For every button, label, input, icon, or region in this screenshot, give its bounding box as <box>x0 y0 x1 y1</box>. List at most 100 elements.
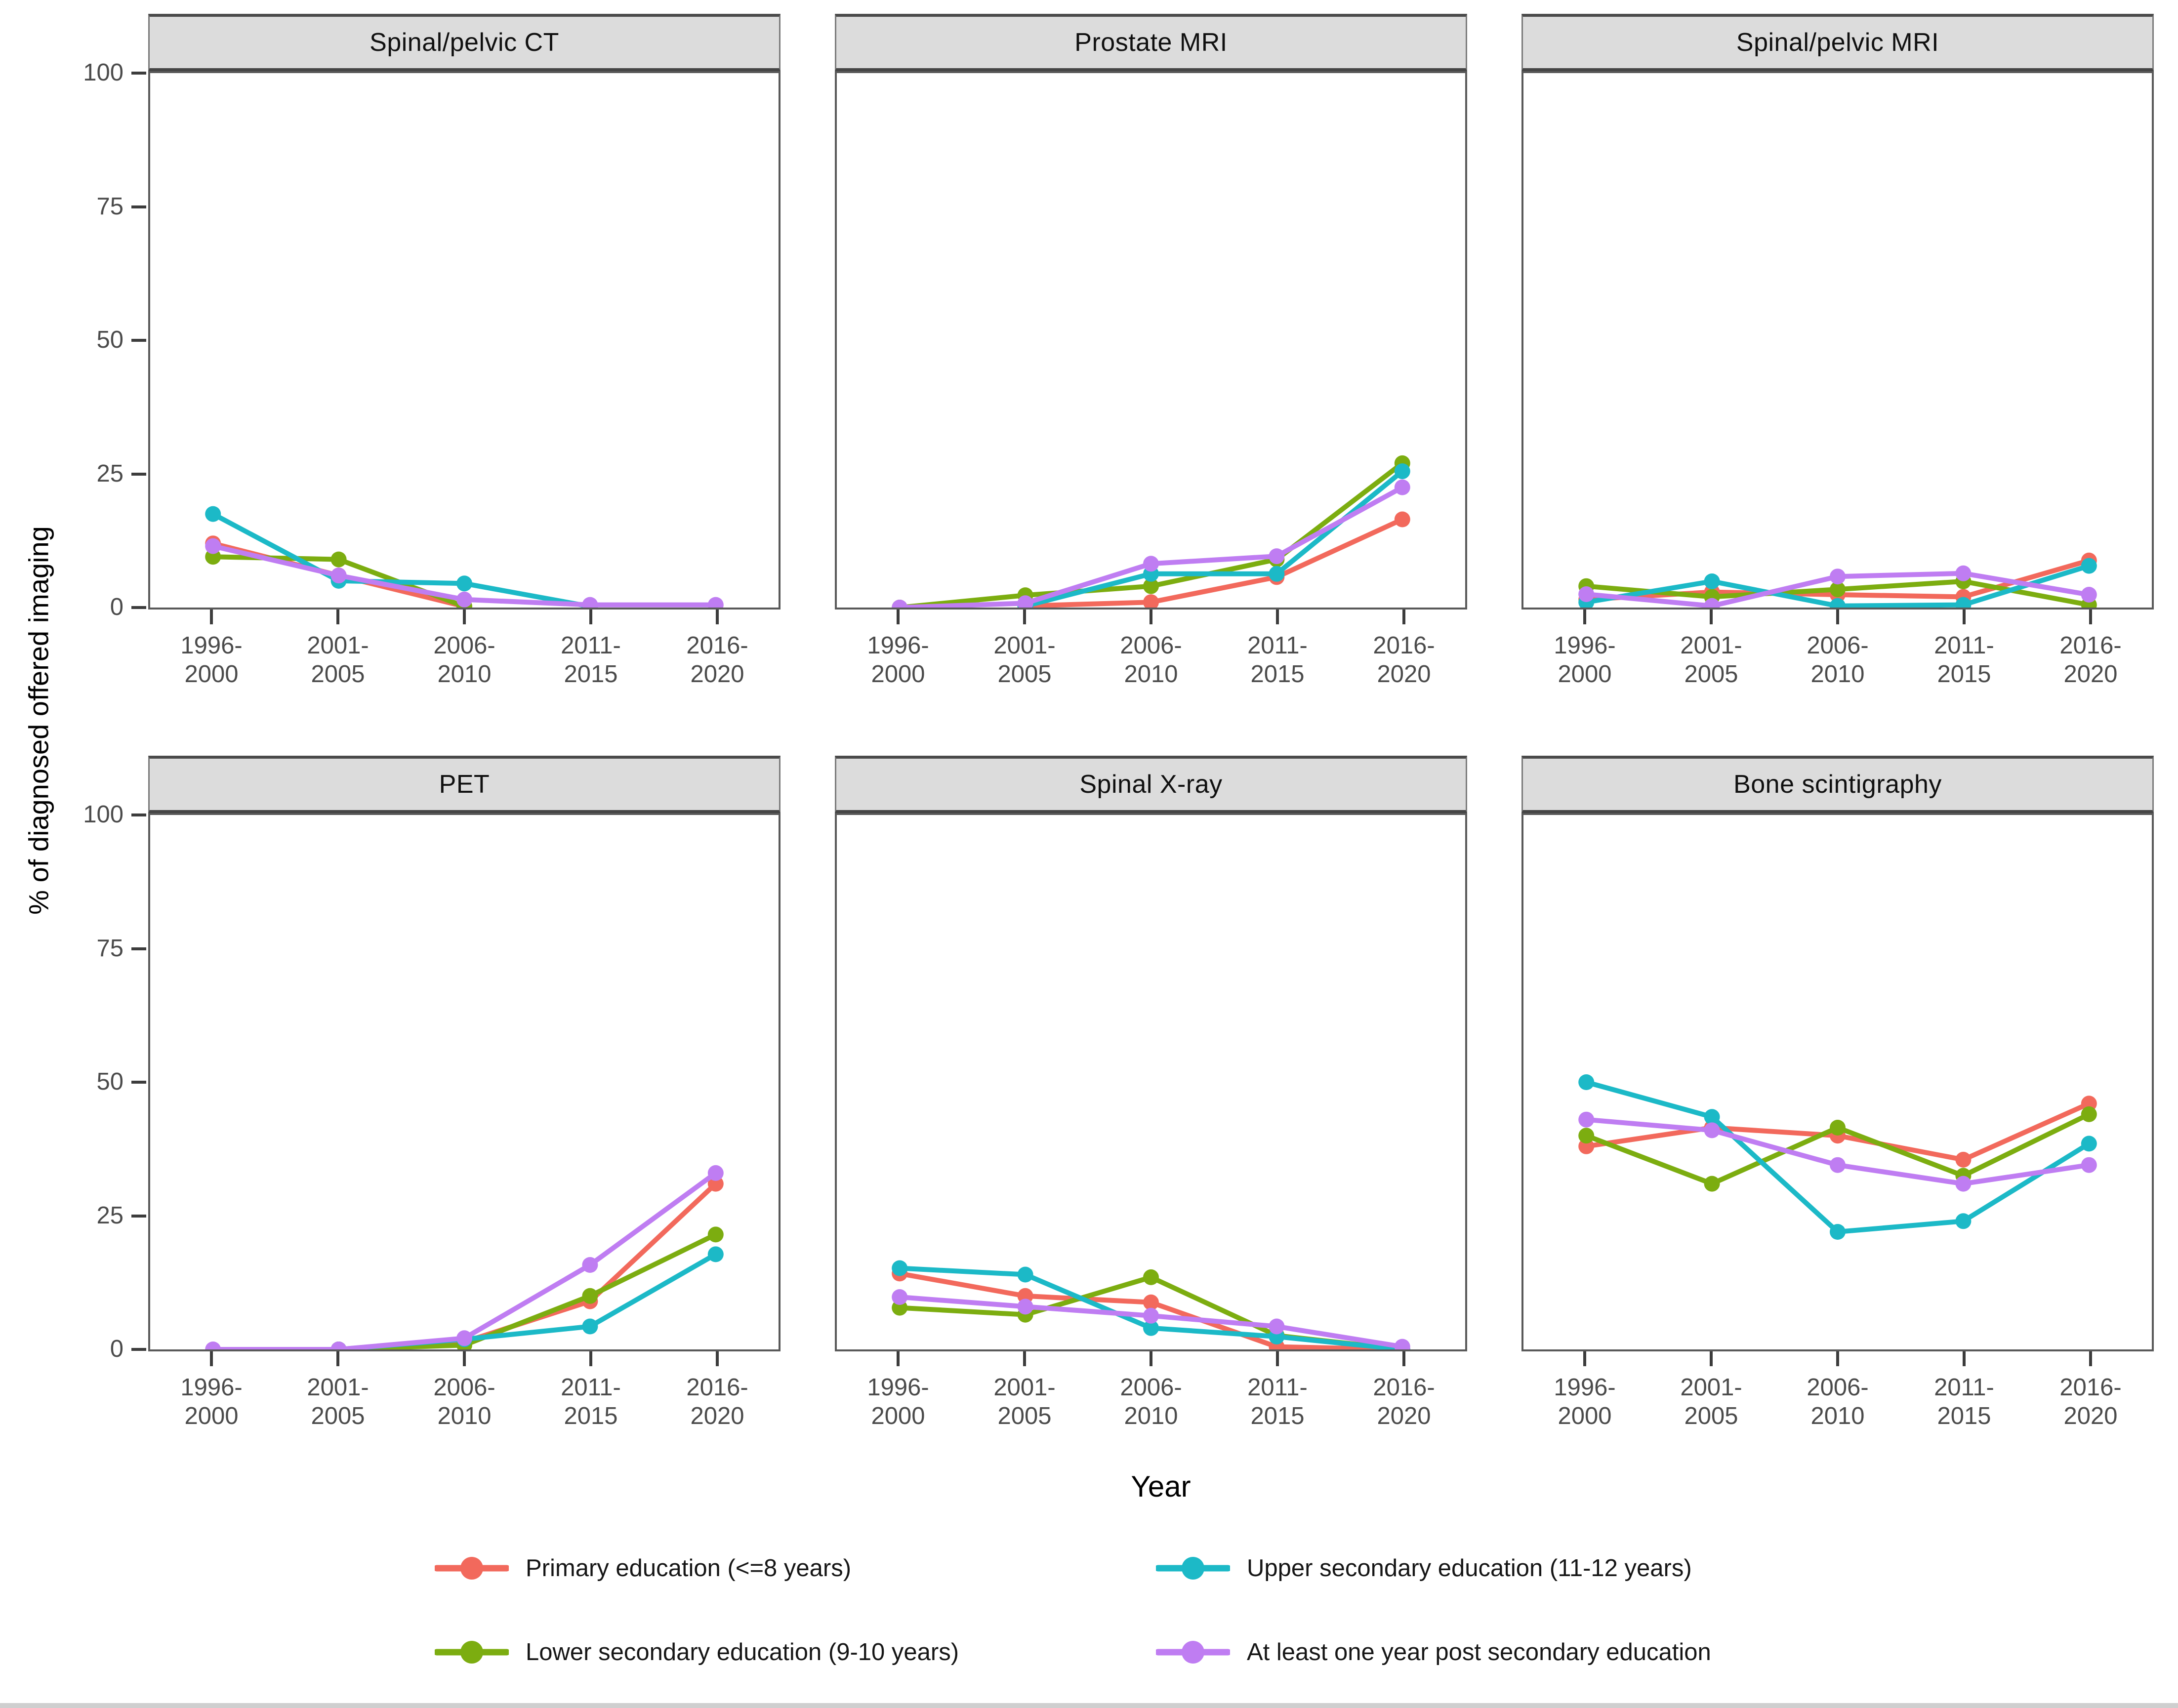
x-tick-mark <box>716 1351 719 1366</box>
y-tick-mark <box>131 813 146 816</box>
facet-panel: Spinal/pelvic CT 1996- 2000 2001- 2005 2006- 2… <box>83 14 781 688</box>
data-point <box>1269 548 1285 565</box>
data-point <box>1955 565 1972 581</box>
x-tick-label: 2006- 2010 <box>1120 632 1182 688</box>
data-point <box>582 1318 598 1335</box>
plot-area <box>1521 813 2154 1351</box>
data-point <box>1394 511 1410 528</box>
data-point <box>1704 598 1720 608</box>
facet-strip-title: Spinal/pelvic CT <box>370 28 559 57</box>
data-point <box>707 1226 724 1243</box>
y-tick-label: 75 <box>96 193 123 220</box>
data-point <box>1830 1120 1846 1136</box>
facet-strip-title: Prostate MRI <box>1074 28 1228 57</box>
legend-label: At least one year post secondary educati… <box>1247 1639 1711 1666</box>
data-point <box>2081 1136 2097 1152</box>
data-point <box>1394 463 1410 480</box>
data-point <box>1578 586 1595 602</box>
x-tick-label: 2016- 2020 <box>2059 1374 2122 1429</box>
legend-label: Primary education (<=8 years) <box>526 1555 852 1582</box>
data-point <box>205 538 221 554</box>
plot-area <box>148 813 781 1351</box>
y-tick-mark <box>131 947 146 950</box>
line-chart-svg <box>205 1165 724 1349</box>
y-tick-label: 25 <box>96 1202 123 1229</box>
data-point <box>1143 1294 1159 1310</box>
x-tick-mark <box>1836 1351 1839 1366</box>
x-tick-label: 2011- 2015 <box>1934 1374 1994 1429</box>
data-point <box>1955 597 1972 608</box>
data-point <box>707 1246 724 1262</box>
plot-area <box>1521 71 2154 610</box>
data-point <box>1578 1074 1595 1090</box>
legend-item: Lower secondary education (9-10 years) <box>435 1635 959 1669</box>
data-point <box>1017 595 1033 608</box>
data-point <box>1394 479 1410 495</box>
data-point <box>1017 1266 1033 1283</box>
x-tick-label: 2016- 2020 <box>1373 632 1435 688</box>
data-point <box>205 1342 221 1349</box>
plot-area <box>835 71 1467 610</box>
data-point <box>1830 1157 1846 1173</box>
data-point <box>1143 556 1159 572</box>
data-point <box>456 1330 472 1346</box>
data-point <box>1955 1213 1972 1229</box>
y-tick-label: 75 <box>96 935 123 962</box>
data-point <box>1830 581 1846 598</box>
y-tick-mark <box>131 339 146 342</box>
facet-strip: Spinal/pelvic MRI <box>1521 14 2154 71</box>
facet-panel: Spinal X-ray 1996- 2000 2001- 2005 2006- 2010 2… <box>835 756 1467 1429</box>
data-point <box>1704 1109 1720 1125</box>
x-tick-label: 1996- 2000 <box>1554 632 1616 688</box>
x-tick-mark <box>1836 610 1839 624</box>
x-tick-label: 2001- 2005 <box>993 632 1056 688</box>
series-line <box>336 1181 718 1349</box>
data-point <box>330 568 347 584</box>
facet-panel: Spinal/pelvic MRI 1996- 2000 2001- 2005 2006-… <box>1521 14 2154 688</box>
x-tick-mark <box>1402 610 1405 624</box>
data-point <box>1578 1111 1595 1128</box>
x-tick-mark <box>336 610 339 624</box>
x-tick-label: 2006- 2010 <box>433 632 495 688</box>
x-tick-mark <box>589 610 592 624</box>
data-point <box>1704 1176 1720 1192</box>
x-tick-mark <box>463 1351 466 1366</box>
x-tick-mark <box>210 610 213 624</box>
y-tick-label: 50 <box>96 326 123 353</box>
data-point <box>1704 573 1720 589</box>
data-point <box>892 1260 908 1276</box>
x-tick-label: 1996- 2000 <box>180 1374 243 1429</box>
data-point <box>456 575 472 592</box>
x-tick-label: 2016- 2020 <box>2059 632 2122 688</box>
facet-strip: Bone scintigraphy <box>1521 756 2154 813</box>
data-point <box>892 1289 908 1305</box>
data-point <box>582 1288 598 1304</box>
data-point <box>1017 1299 1033 1315</box>
data-point <box>2081 1157 2097 1173</box>
x-tick-mark <box>589 1351 592 1366</box>
x-tick-label: 2006- 2010 <box>433 1374 495 1429</box>
data-point <box>205 506 221 522</box>
y-tick-mark <box>131 1348 146 1351</box>
x-tick-mark <box>1710 610 1713 624</box>
data-point <box>582 1257 598 1273</box>
data-point <box>1578 1128 1595 1144</box>
line-chart-svg <box>1578 1074 2097 1240</box>
x-tick-mark <box>716 610 719 624</box>
x-tick-label: 1996- 2000 <box>867 1374 929 1429</box>
x-tick-label: 2016- 2020 <box>1373 1374 1435 1429</box>
x-tick-mark <box>1150 610 1152 624</box>
facet-panel: Prostate MRI 1996- 2000 2001- 2005 2006- 2010 2… <box>835 14 1467 688</box>
line-chart-svg <box>205 506 724 608</box>
data-point <box>1143 578 1159 594</box>
data-point <box>2081 587 2097 603</box>
y-tick-mark <box>131 472 146 476</box>
line-chart-svg <box>1578 552 2097 608</box>
data-point <box>1143 1307 1159 1324</box>
x-tick-label: 2006- 2010 <box>1807 1374 1869 1429</box>
data-point <box>330 1342 347 1349</box>
legend-key-icon <box>1156 1641 1230 1664</box>
legend-key-icon <box>435 1641 509 1664</box>
data-point <box>1143 1269 1159 1285</box>
facet-strip-title: Spinal/pelvic MRI <box>1736 28 1939 57</box>
